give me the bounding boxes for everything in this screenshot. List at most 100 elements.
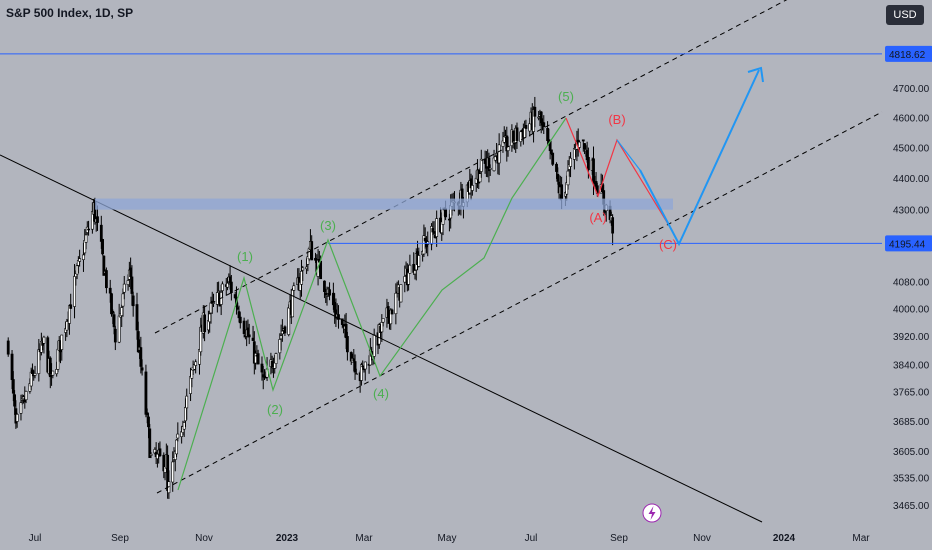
candle-body: [69, 304, 73, 309]
impulse-wave-line: [177, 117, 567, 491]
candle-body: [354, 373, 358, 375]
y-tick-label: 3840.00: [893, 360, 930, 371]
candle: [542, 115, 546, 134]
candle: [283, 325, 287, 337]
wave-label: (1): [237, 249, 253, 264]
candle-body: [470, 185, 474, 191]
candle-body: [194, 361, 198, 366]
candle: [68, 304, 71, 335]
candle: [381, 318, 385, 327]
candle-body: [283, 326, 287, 334]
wave-label: (3): [320, 218, 336, 233]
candle: [572, 143, 576, 170]
candle: [569, 152, 572, 178]
candle-body: [301, 267, 305, 271]
candle-body: [381, 318, 385, 323]
candle: [158, 441, 162, 458]
candle-body: [185, 395, 189, 409]
candle: [310, 235, 314, 261]
candle: [229, 274, 233, 301]
candle: [122, 275, 126, 300]
candle-body: [323, 280, 326, 292]
candle-body: [560, 184, 564, 199]
candle: [238, 312, 242, 329]
candle-body: [236, 307, 240, 310]
candle-body: [226, 282, 229, 288]
candle: [524, 119, 528, 138]
candle-body: [511, 130, 515, 143]
candle-body: [435, 218, 439, 237]
candle-body: [65, 321, 69, 331]
x-tick-label: 2024: [773, 533, 796, 544]
y-tick-label: 4400.00: [893, 174, 930, 185]
candle-body: [129, 267, 133, 278]
candle: [24, 390, 28, 404]
candle-body: [551, 152, 555, 165]
candle: [487, 152, 491, 183]
wave-label: (5): [558, 89, 574, 104]
candle-body: [537, 116, 541, 119]
candle-body: [528, 123, 532, 132]
y-tick-label: 3535.00: [893, 474, 930, 485]
candle-body: [372, 334, 376, 357]
candle-body: [394, 292, 398, 315]
candle-body: [390, 309, 394, 315]
x-tick-label: 2023: [276, 533, 299, 544]
candle-body: [113, 328, 117, 343]
currency-button[interactable]: USD: [886, 5, 924, 25]
candle-body: [578, 141, 581, 148]
y-tick-label: 4700.00: [893, 84, 930, 95]
candle: [292, 282, 296, 297]
candle-body: [156, 453, 159, 460]
candle-body: [176, 433, 180, 439]
candle-body: [145, 412, 149, 416]
candle: [252, 331, 256, 375]
candle-body: [611, 217, 615, 234]
candle: [270, 355, 274, 374]
wave-label: (4): [373, 386, 389, 401]
candle: [6, 337, 10, 357]
candle-body: [292, 285, 296, 291]
candle: [435, 210, 439, 247]
candle: [256, 349, 260, 365]
candle: [430, 223, 433, 251]
y-tick-label: 3920.00: [893, 332, 930, 343]
candle-body: [380, 322, 384, 333]
candle: [203, 305, 206, 342]
candle: [533, 96, 537, 128]
x-tick-label: May: [438, 533, 457, 544]
candle: [117, 303, 121, 344]
price-label-badge: [885, 45, 932, 62]
candle: [60, 334, 64, 361]
candle-body: [448, 218, 451, 221]
candle: [194, 359, 198, 374]
candle-body: [56, 348, 60, 370]
candle-body: [361, 365, 365, 368]
candle-body: [432, 231, 436, 234]
candle-body: [352, 358, 356, 362]
x-tick-label: Sep: [111, 533, 129, 544]
candle-body: [242, 320, 246, 334]
candle: [33, 365, 37, 379]
candle-body: [497, 144, 501, 164]
projection-b-segment: [616, 139, 641, 171]
candle-body: [208, 313, 212, 323]
price-label-text: 4818.62: [889, 50, 926, 61]
price-series: [6, 96, 615, 499]
candle-body: [209, 302, 213, 314]
projection-line: [639, 69, 760, 247]
candle-body: [592, 158, 595, 184]
projection-arrowhead: [747, 66, 764, 83]
candle-body: [346, 336, 349, 353]
candle-body: [215, 292, 219, 305]
wave-label: (A): [589, 210, 606, 225]
candle-body: [147, 416, 150, 428]
candle-body: [87, 228, 90, 231]
candle: [274, 352, 278, 369]
candle-body: [82, 254, 85, 260]
candle-body: [583, 143, 586, 150]
wave-label: (C): [659, 237, 677, 252]
candle-body: [524, 125, 528, 129]
